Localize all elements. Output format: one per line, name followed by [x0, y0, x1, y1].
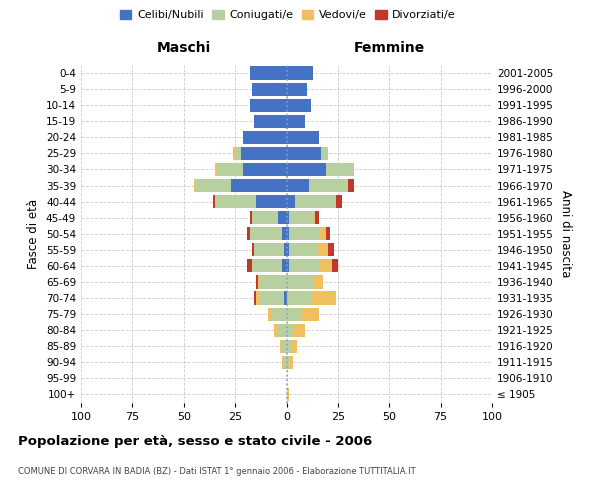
Bar [250, 227, 283, 240]
Bar [313, 211, 315, 224]
Bar [287, 211, 289, 224]
Legend: Celibi/Nubili, Coniugati/e, Vedovi/e, Divorziati/e: Celibi/Nubili, Coniugati/e, Vedovi/e, Di… [116, 6, 460, 25]
Bar [284, 356, 287, 369]
Bar [251, 211, 278, 224]
Y-axis label: Fasce di età: Fasce di età [28, 198, 40, 269]
Text: Popolazione per età, sesso e stato civile - 2006: Popolazione per età, sesso e stato civil… [18, 435, 372, 448]
Bar [247, 227, 250, 240]
Bar [247, 260, 251, 272]
Bar [328, 243, 334, 256]
Bar [287, 66, 313, 80]
Bar [283, 260, 287, 272]
Bar [241, 147, 287, 160]
Bar [256, 292, 260, 304]
Bar [194, 179, 196, 192]
Bar [287, 163, 326, 176]
Bar [283, 356, 284, 369]
Bar [315, 211, 319, 224]
Bar [319, 227, 326, 240]
Y-axis label: Anni di nascita: Anni di nascita [559, 190, 572, 278]
Bar [287, 340, 290, 353]
Bar [309, 179, 348, 192]
Bar [283, 340, 287, 353]
Bar [289, 243, 317, 256]
Bar [280, 340, 283, 353]
Bar [278, 211, 287, 224]
Bar [336, 195, 342, 208]
Text: Femmine: Femmine [353, 41, 425, 55]
Bar [196, 179, 231, 192]
Bar [251, 243, 254, 256]
Text: Maschi: Maschi [157, 41, 211, 55]
Bar [254, 292, 256, 304]
Bar [256, 195, 287, 208]
Bar [250, 98, 287, 112]
Bar [287, 292, 311, 304]
Bar [295, 195, 336, 208]
Bar [319, 260, 332, 272]
Bar [289, 227, 319, 240]
Bar [233, 147, 235, 160]
Bar [332, 260, 338, 272]
Bar [287, 227, 289, 240]
Bar [287, 82, 307, 96]
Bar [317, 243, 328, 256]
Bar [254, 114, 287, 128]
Bar [287, 388, 289, 401]
Bar [244, 163, 287, 176]
Bar [250, 211, 251, 224]
Bar [251, 260, 283, 272]
Bar [272, 308, 287, 320]
Bar [256, 276, 258, 288]
Bar [287, 114, 305, 128]
Bar [231, 179, 287, 192]
Bar [212, 195, 215, 208]
Bar [289, 356, 293, 369]
Bar [274, 324, 278, 337]
Bar [287, 195, 295, 208]
Bar [284, 243, 287, 256]
Bar [260, 276, 287, 288]
Bar [287, 147, 322, 160]
Bar [287, 276, 313, 288]
Bar [287, 98, 311, 112]
Bar [287, 243, 289, 256]
Bar [254, 243, 284, 256]
Bar [293, 324, 305, 337]
Bar [322, 147, 328, 160]
Bar [217, 163, 244, 176]
Bar [235, 147, 241, 160]
Bar [268, 308, 272, 320]
Bar [215, 195, 256, 208]
Bar [311, 292, 336, 304]
Bar [287, 260, 289, 272]
Bar [289, 211, 313, 224]
Text: COMUNE DI CORVARA IN BADIA (BZ) - Dati ISTAT 1° gennaio 2006 - Elaborazione TUTT: COMUNE DI CORVARA IN BADIA (BZ) - Dati I… [18, 468, 416, 476]
Bar [260, 292, 284, 304]
Bar [215, 163, 217, 176]
Bar [250, 66, 287, 80]
Bar [301, 308, 319, 320]
Bar [287, 130, 319, 144]
Bar [251, 82, 287, 96]
Bar [278, 324, 287, 337]
Bar [313, 276, 323, 288]
Bar [326, 227, 329, 240]
Bar [287, 324, 293, 337]
Bar [287, 308, 301, 320]
Bar [244, 130, 287, 144]
Bar [284, 292, 287, 304]
Bar [287, 356, 289, 369]
Bar [348, 179, 355, 192]
Bar [326, 163, 355, 176]
Bar [258, 276, 260, 288]
Bar [290, 340, 297, 353]
Bar [283, 227, 287, 240]
Bar [289, 260, 319, 272]
Bar [287, 179, 309, 192]
